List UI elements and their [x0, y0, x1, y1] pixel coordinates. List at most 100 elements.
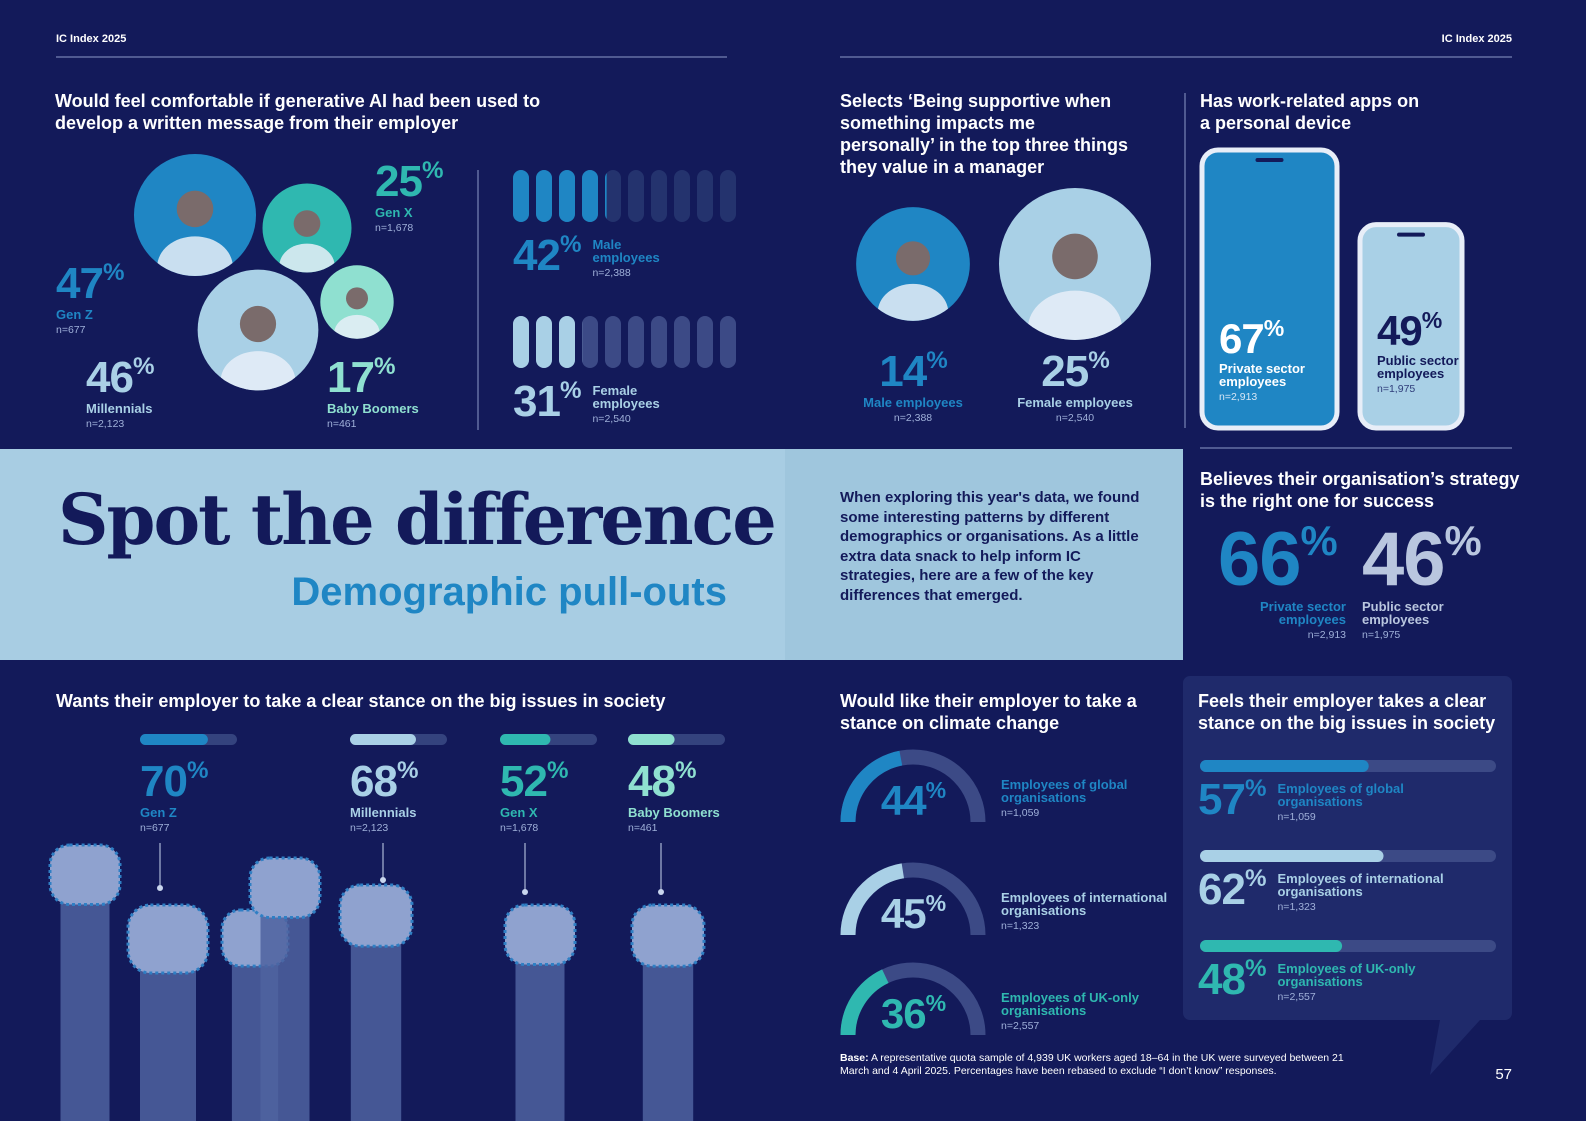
stat-number: 68 — [350, 757, 398, 806]
stat-value: 68% — [350, 757, 418, 806]
section-title: Selects ‘Being supportive when something… — [840, 91, 1129, 177]
stat-unit: % — [546, 756, 568, 784]
section-title: Has work-related apps on a personal devi… — [1200, 91, 1420, 133]
stat-unit: % — [559, 230, 581, 258]
stat: 44% — [803, 777, 1023, 824]
arm — [60, 887, 110, 1121]
pill-track — [628, 170, 644, 222]
portrait-shoulders — [1027, 290, 1123, 340]
phone-speaker — [1397, 232, 1425, 237]
stat-value: 14% — [803, 348, 1023, 394]
stat-unit: % — [102, 258, 124, 286]
stat-number: 46 — [86, 353, 134, 402]
stat-label: Employees of UK-only organisations — [1001, 990, 1139, 1018]
fist — [630, 903, 706, 968]
stat-text: Gen Z n=677 — [140, 806, 207, 834]
stat-value: 67% — [1219, 314, 1314, 360]
section-title: Believes their organisation’s strategy i… — [1200, 469, 1520, 511]
stat-value: 47% — [56, 258, 124, 308]
stat-unit: % — [1263, 314, 1285, 341]
stat-number: 17 — [327, 353, 375, 402]
stat-text: Baby Boomers n=461 — [628, 806, 720, 834]
stat-n: n=2,557 — [1001, 1020, 1040, 1032]
stat-text: Private sector employees n=2,913 — [1218, 600, 1346, 641]
portrait-figure — [157, 190, 233, 277]
connector-dot — [522, 889, 528, 895]
stat-n: n=461 — [628, 822, 658, 834]
pill — [559, 316, 575, 368]
portrait-head — [1052, 233, 1098, 280]
stat-text: Employees of global organisations n=1,059 — [1277, 782, 1457, 823]
stat-unit: % — [1244, 774, 1266, 802]
bar — [628, 734, 675, 745]
stat-number: 70 — [140, 757, 188, 806]
stat-number: 48 — [1198, 955, 1246, 1004]
stat-text: Gen Z n=677 — [56, 308, 123, 336]
portrait-figure — [220, 305, 296, 391]
pill-track — [651, 316, 667, 368]
stat-text: Baby Boomers n=461 — [327, 402, 419, 430]
pill-track — [605, 170, 621, 222]
stat-n: n=2,913 — [1307, 629, 1346, 641]
stat-n: n=1,323 — [1277, 901, 1316, 913]
stat-value: 46% — [1362, 520, 1482, 598]
pill-fill — [513, 170, 607, 222]
stat-value: 48% — [628, 756, 720, 804]
stat: 14% Male employees n=2,388 — [803, 348, 1023, 424]
pill — [513, 316, 529, 368]
phone-speaker — [1255, 157, 1284, 162]
stat: 67% Private sector employees n=2,913 — [1219, 314, 1314, 403]
stat-n: n=2,557 — [1277, 991, 1316, 1003]
base-text: A representative quota sample of 4,939 U… — [840, 1052, 1344, 1077]
stat-value: 48% — [1198, 955, 1266, 1004]
stat-unit: % — [559, 376, 581, 404]
stat-value: 66% — [1218, 520, 1346, 598]
stat-label: Private sector employees — [1219, 361, 1305, 389]
pill — [559, 170, 575, 222]
stat-number: 25 — [375, 157, 423, 206]
stat-value: 49% — [1377, 308, 1472, 352]
stat-label: Gen X — [375, 205, 413, 220]
stat-unit: % — [674, 756, 696, 784]
stat: 48% Baby Boomers n=461 — [628, 756, 720, 834]
stat-label: Gen Z — [56, 307, 93, 322]
portrait-shoulders — [877, 283, 949, 321]
stat-value: 44% — [803, 777, 1023, 824]
portrait-head — [345, 287, 369, 310]
pill-track — [720, 170, 736, 222]
stat-text: Employees of UK-only organisations n=2,55… — [1277, 962, 1457, 1003]
stat-text: Millennials n=2,123 — [86, 402, 153, 430]
portrait-head — [895, 241, 931, 276]
stat-n: n=2,123 — [86, 418, 125, 430]
stat-text: Employees of international organisations… — [1001, 891, 1176, 932]
stat-n: n=677 — [56, 324, 86, 336]
stat: 25% Female employees n=2,540 — [965, 348, 1185, 424]
connector-dot — [658, 889, 664, 895]
portrait-figure — [877, 241, 949, 321]
phone — [1357, 222, 1465, 431]
stat-number: 36 — [880, 990, 927, 1037]
stat-n: n=677 — [140, 822, 170, 834]
connector-dot — [157, 885, 163, 891]
stat: 68% Millennials n=2,123 — [350, 757, 418, 834]
fist — [248, 856, 322, 919]
stat-number: 47 — [56, 259, 104, 308]
portrait-shoulders — [279, 243, 335, 273]
pill-track — [697, 316, 713, 368]
pill-track — [720, 316, 736, 368]
stat-unit: % — [421, 156, 443, 184]
stat-text: Employees of international organisations… — [1277, 872, 1457, 913]
pill-fill — [513, 316, 583, 368]
stat-number: 44 — [880, 777, 927, 824]
stat-value: 36% — [803, 990, 1023, 1037]
pill-track — [674, 170, 690, 222]
gauge-arc — [840, 969, 889, 1036]
pill-track — [651, 170, 667, 222]
stat-n: n=461 — [327, 418, 357, 430]
stat: 48% Employees of UK-only organisations n=2… — [1198, 955, 1457, 1004]
stat-label: Millennials — [86, 401, 153, 416]
portrait-figure — [334, 287, 380, 339]
stat-text: Employees of UK-only organisations n=2,55… — [1001, 991, 1176, 1032]
stat: 62% Employees of international organisati… — [1198, 866, 1457, 913]
